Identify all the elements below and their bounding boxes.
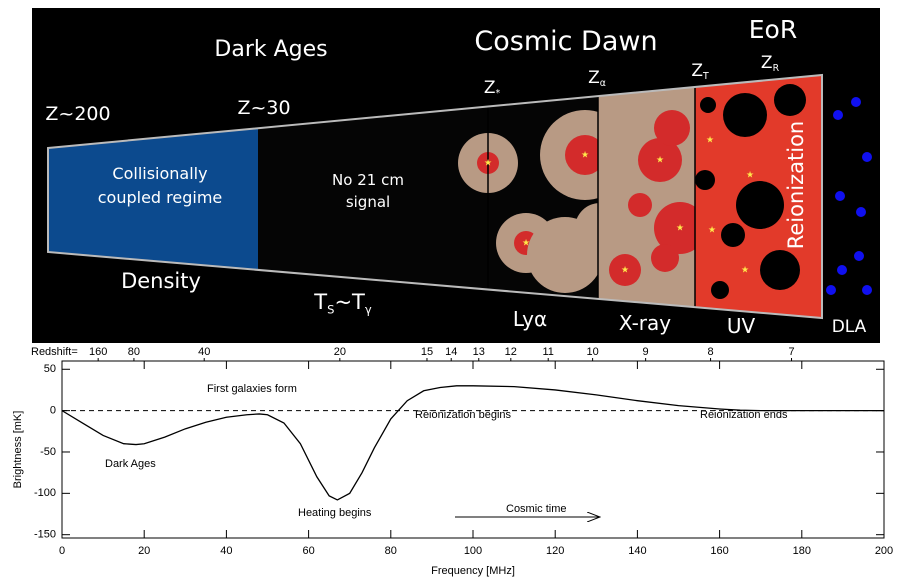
label-text: Density <box>121 269 201 293</box>
annotation: Cosmic time <box>506 503 567 515</box>
data-line <box>62 386 884 500</box>
x2-tick-label: 9 <box>643 346 649 358</box>
label-text: Dark Ages <box>214 37 327 62</box>
x-tick-label: 180 <box>793 545 811 557</box>
label-text: ~T <box>334 290 365 314</box>
label-text: Z <box>484 78 496 98</box>
label-text: signal <box>346 193 390 211</box>
svg-text:★: ★ <box>484 157 492 167</box>
illustration-label: Z~30 <box>237 97 290 119</box>
label-text: UV <box>727 314 756 338</box>
illustration-label: DLA <box>832 317 867 337</box>
x-tick-label: 160 <box>710 545 728 557</box>
subscript: T <box>702 71 709 82</box>
illustration-label: TS~Tγ <box>313 290 372 316</box>
x2-tick-label: 8 <box>707 346 713 358</box>
illustration-label: No 21 cm <box>332 171 404 189</box>
subscript: * <box>495 88 500 99</box>
x2-tick-label: 13 <box>473 346 485 358</box>
figure: ★★ ★★ ★★ ★★ ★★ Dark AgesCosmic DawnEoRZ~… <box>0 0 904 578</box>
subscript: R <box>773 63 780 74</box>
illustration-label: UV <box>727 314 756 338</box>
label-text: Z <box>588 68 600 88</box>
illustration-label: X-ray <box>619 311 671 335</box>
x-tick-label: 0 <box>59 545 65 557</box>
svg-text:★: ★ <box>676 222 684 232</box>
svg-text:★: ★ <box>581 149 589 159</box>
x2-axis-label: Redshift= <box>31 346 78 358</box>
label-text: Reionization <box>784 121 808 250</box>
annotation: Dark Ages <box>105 458 156 470</box>
illustration-label: Lyα <box>513 307 547 331</box>
subscript: α <box>600 78 606 89</box>
x-tick-label: 120 <box>546 545 564 557</box>
label-text: coupled regime <box>98 188 223 207</box>
subscript: γ <box>365 302 372 316</box>
x-tick-label: 80 <box>385 545 397 557</box>
y-tick-label: -100 <box>34 487 56 499</box>
x-tick-label: 60 <box>302 545 314 557</box>
annotation: Reionization begins <box>415 409 512 421</box>
svg-text:★: ★ <box>522 237 530 247</box>
x2-tick-label: 15 <box>421 346 433 358</box>
svg-text:★: ★ <box>746 169 754 179</box>
annotation: Heating begins <box>298 507 372 519</box>
x-tick-label: 200 <box>875 545 893 557</box>
label-text: Z~30 <box>237 97 290 119</box>
annotation: Reionization ends <box>700 409 788 421</box>
illustration-label: Dark Ages <box>214 37 327 62</box>
svg-text:★: ★ <box>706 134 714 144</box>
illustration-label: EoR <box>749 15 797 44</box>
illustration-label: coupled regime <box>98 188 223 207</box>
x2-tick-label: 20 <box>334 346 346 358</box>
x2-tick-label: 7 <box>788 346 794 358</box>
plot-frame <box>62 361 884 538</box>
label-text: Lyα <box>513 307 547 331</box>
label-text: Z <box>761 53 773 73</box>
y-axis-label: Brightness [mK] <box>12 411 24 489</box>
svg-text:★: ★ <box>741 264 749 274</box>
x2-tick-label: 11 <box>543 346 554 358</box>
y-tick-label: 50 <box>44 363 56 375</box>
x2-tick-label: 12 <box>505 346 517 358</box>
annotation: First galaxies form <box>207 383 297 395</box>
label-text: EoR <box>749 15 797 44</box>
y-tick-label: -150 <box>34 529 56 541</box>
svg-text:★: ★ <box>708 224 716 234</box>
label-text: X-ray <box>619 311 671 335</box>
x2-tick-label: 160 <box>89 346 107 358</box>
x2-tick-label: 40 <box>198 346 210 358</box>
x-tick-label: 140 <box>628 545 646 557</box>
label-text: DLA <box>832 317 867 337</box>
label-text: No 21 cm <box>332 171 404 189</box>
subscript: S <box>327 302 334 316</box>
illustration-label: Cosmic Dawn <box>474 26 657 57</box>
illustration-label: Reionization <box>784 121 808 250</box>
illustration-label: Z~200 <box>45 103 110 125</box>
y-tick-label: -50 <box>40 446 56 458</box>
label-text: T <box>313 290 327 314</box>
label-text: Collisionally <box>112 164 207 183</box>
y-tick-label: 0 <box>50 405 56 417</box>
x-axis-label: Frequency [MHz] <box>431 565 515 577</box>
chart: 0 20 40 60 80 100 120 140 160 180 200 -150 -100 -50 0 5… <box>12 346 893 577</box>
label-text: Z <box>691 61 703 81</box>
illustration-label: Density <box>121 269 201 293</box>
illustration-label: Collisionally <box>112 164 207 183</box>
label-text: Z~200 <box>45 103 110 125</box>
svg-text:★: ★ <box>621 264 629 274</box>
x-tick-label: 20 <box>138 545 150 557</box>
x2-tick-label: 10 <box>586 346 598 358</box>
label-text: Cosmic Dawn <box>474 26 657 57</box>
x2-tick-label: 14 <box>445 346 457 358</box>
x2-tick-label: 80 <box>128 346 140 358</box>
svg-text:★: ★ <box>656 154 664 164</box>
x-tick-label: 40 <box>220 545 232 557</box>
illustration-label: signal <box>346 193 390 211</box>
x-tick-label: 100 <box>464 545 482 557</box>
